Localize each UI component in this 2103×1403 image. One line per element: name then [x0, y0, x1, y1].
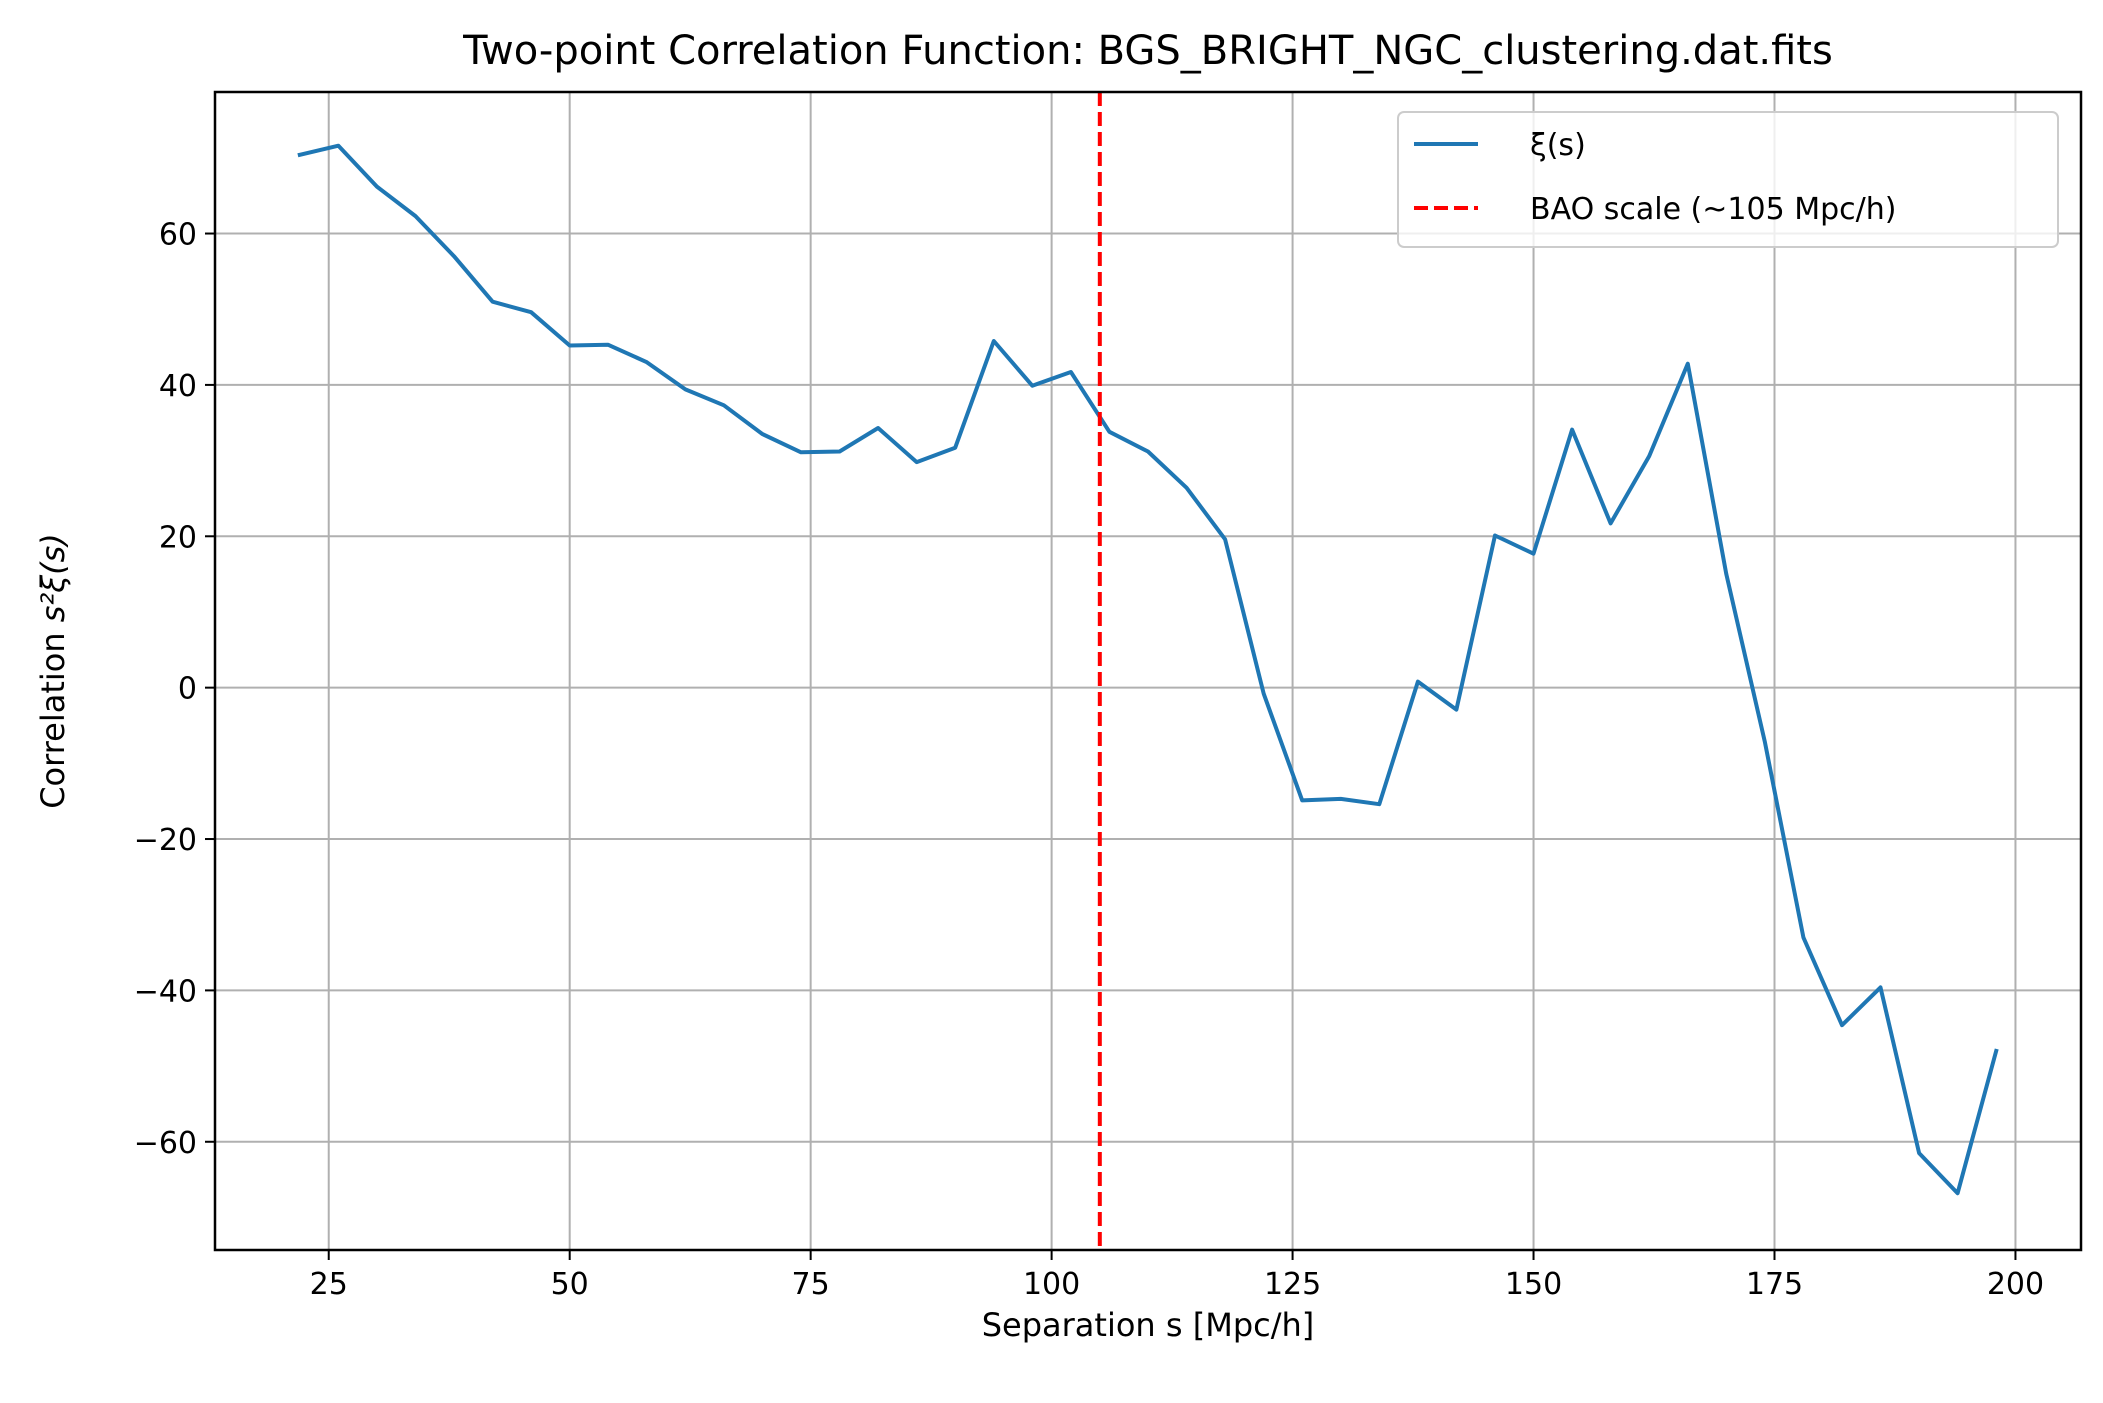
y-tick-label: 40	[159, 369, 197, 404]
x-tick-label: 125	[1264, 1267, 1321, 1302]
chart-title: Two-point Correlation Function: BGS_BRIG…	[462, 28, 1833, 74]
x-axis-label: Separation s [Mpc/h]	[982, 1306, 1315, 1344]
legend-label-bao: BAO scale (~105 Mpc/h)	[1530, 192, 1896, 227]
y-tick-label: 0	[178, 672, 197, 707]
x-tick-label: 200	[1987, 1267, 2044, 1302]
y-tick-label: −20	[134, 823, 197, 858]
legend: ξ(s) BAO scale (~105 Mpc/h)	[1397, 111, 2059, 248]
y-axis-label-prefix: Correlation	[34, 622, 72, 809]
legend-label-xi: ξ(s)	[1530, 128, 1586, 163]
y-axis-label: Correlation s²ξ(s)	[34, 533, 72, 809]
grid-lines	[215, 92, 2081, 1250]
x-tick-label: 150	[1505, 1267, 1562, 1302]
x-tick-label: 75	[792, 1267, 830, 1302]
x-tick-label: 100	[1023, 1267, 1080, 1302]
y-axis-label-math: s²ξ(s)	[34, 533, 72, 622]
x-tick-label: 25	[310, 1267, 348, 1302]
legend-frame	[1397, 111, 2059, 248]
y-tick-label: 20	[159, 520, 197, 555]
x-tick-label: 175	[1746, 1267, 1803, 1302]
plot-area	[297, 92, 1999, 1250]
y-tick-label: −60	[134, 1126, 197, 1161]
axes-frame	[213, 90, 2083, 1252]
x-axis-ticks: 25 50 75 100 125 150 175 200	[310, 1250, 2044, 1302]
y-tick-label: 60	[159, 218, 197, 253]
y-axis-ticks: −60 −40 −20 0 20 40 60	[134, 218, 215, 1161]
x-tick-label: 50	[551, 1267, 589, 1302]
series-line-xi	[297, 143, 1999, 1196]
y-tick-label: −40	[134, 974, 197, 1009]
